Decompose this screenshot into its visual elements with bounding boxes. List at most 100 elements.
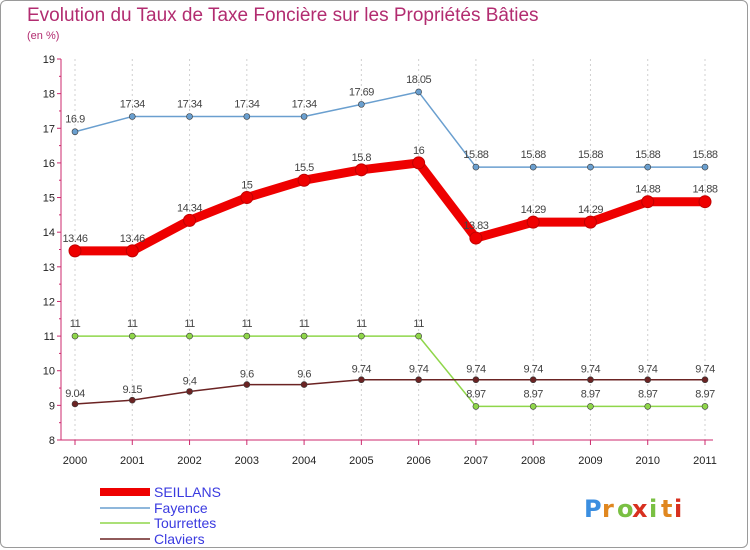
legend-label-tourrettes: Tourrettes <box>154 515 216 531</box>
data-point-claviers <box>701 376 709 384</box>
data-label-claviers: 9.74 <box>695 364 715 376</box>
data-label-tourrettes: 11 <box>242 318 253 330</box>
data-point-fayence <box>186 113 193 120</box>
data-point-seillans <box>526 215 540 229</box>
data-point-tourrettes <box>644 403 652 410</box>
unit-label: (en %) <box>27 30 60 42</box>
series-line-seillans <box>75 158 705 256</box>
data-point-claviers <box>529 376 537 384</box>
y-tick-label: 14 <box>43 227 55 239</box>
data-label-claviers: 9.74 <box>523 364 543 376</box>
data-label-tourrettes: 11 <box>299 318 310 330</box>
data-label-fayence: 16.9 <box>65 114 85 126</box>
y-tick-label: 8 <box>49 435 55 447</box>
x-tick-label: 2002 <box>177 455 201 467</box>
data-label-tourrettes: 11 <box>127 318 138 330</box>
data-point-claviers <box>300 381 308 388</box>
data-label-tourrettes: 11 <box>356 318 367 330</box>
data-label-fayence: 17.34 <box>234 98 259 110</box>
data-label-claviers: 9.6 <box>297 369 311 381</box>
data-point-seillans <box>240 191 254 205</box>
y-tick-label: 16 <box>43 158 55 170</box>
data-point-seillans <box>698 195 712 209</box>
data-label-claviers: 9.04 <box>65 388 85 400</box>
data-label-fayence: 15.88 <box>692 149 717 161</box>
x-tick-label: 2003 <box>235 455 259 467</box>
x-tick-label: 2007 <box>464 455 488 467</box>
x-tick-label: 2008 <box>521 455 545 467</box>
chart-title: Evolution du Taux de Taxe Foncière sur l… <box>27 5 539 26</box>
data-label-claviers: 9.74 <box>581 364 601 376</box>
y-tick-label: 12 <box>43 296 55 308</box>
data-label-tourrettes: 8.97 <box>695 388 715 400</box>
data-point-seillans <box>469 231 483 245</box>
data-point-fayence <box>71 128 79 136</box>
data-label-seillans: 13.46 <box>62 233 87 245</box>
data-point-seillans <box>354 163 368 177</box>
data-label-claviers: 9.74 <box>638 364 658 376</box>
data-label-seillans: 14.29 <box>521 204 546 216</box>
data-point-seillans <box>583 215 597 229</box>
data-label-claviers: 9.15 <box>123 384 143 396</box>
data-point-fayence <box>472 163 480 171</box>
data-label-fayence: 18.05 <box>406 74 431 86</box>
data-point-seillans <box>125 244 139 258</box>
data-point-fayence <box>128 113 136 120</box>
data-point-claviers <box>358 376 365 384</box>
data-point-seillans <box>641 195 655 209</box>
data-label-seillans: 16 <box>413 145 425 157</box>
series-line-claviers <box>74 378 705 405</box>
data-point-claviers <box>71 400 79 408</box>
data-point-seillans <box>297 173 311 187</box>
data-label-seillans: 14.88 <box>635 184 660 196</box>
data-label-seillans: 13.46 <box>120 233 145 245</box>
data-label-fayence: 17.69 <box>349 86 374 98</box>
data-point-tourrettes <box>358 332 365 340</box>
data-point-tourrettes <box>529 403 537 410</box>
y-tick-label: 11 <box>44 331 55 343</box>
data-point-fayence <box>587 163 594 171</box>
data-label-tourrettes: 8.97 <box>581 388 601 400</box>
data-point-fayence <box>358 101 365 108</box>
brand-logo-letter: i <box>674 495 682 523</box>
y-tick-label: 19 <box>43 54 55 66</box>
data-point-fayence <box>243 113 251 120</box>
data-point-claviers <box>644 376 652 384</box>
data-point-fayence <box>701 163 709 171</box>
data-point-tourrettes <box>71 332 79 340</box>
x-tick-label: 2005 <box>349 455 373 467</box>
legend-label-claviers: Claviers <box>154 531 205 547</box>
data-label-fayence: 15.88 <box>578 149 603 161</box>
y-tick-label: 17 <box>43 123 55 135</box>
x-tick-label: 2011 <box>693 455 717 467</box>
y-tick-label: 15 <box>43 193 55 205</box>
data-label-claviers: 9.4 <box>183 376 197 388</box>
y-tick-label: 18 <box>43 89 55 101</box>
series-line-fayence <box>74 91 705 168</box>
data-label-fayence: 17.34 <box>120 98 145 110</box>
brand-logo-letter: i <box>649 495 657 523</box>
series-line-tourrettes <box>75 335 705 408</box>
data-label-tourrettes: 8.97 <box>466 388 486 400</box>
data-point-claviers <box>186 388 193 395</box>
data-point-tourrettes <box>186 332 193 340</box>
data-label-claviers: 9.74 <box>466 364 486 376</box>
x-tick-label: 2004 <box>292 455 316 467</box>
data-label-fayence: 15.88 <box>463 149 488 161</box>
data-point-claviers <box>415 376 422 384</box>
data-label-tourrettes: 8.97 <box>523 388 543 400</box>
y-tick-label: 10 <box>43 366 55 378</box>
data-label-seillans: 14.29 <box>578 204 603 216</box>
data-point-seillans <box>412 156 426 170</box>
data-point-fayence <box>644 163 652 171</box>
brand-logo-letter: t <box>661 495 672 523</box>
x-tick-label: 2006 <box>406 455 430 467</box>
data-point-claviers <box>128 396 136 404</box>
data-point-tourrettes <box>701 403 709 410</box>
data-label-fayence: 17.34 <box>292 98 317 110</box>
data-label-tourrettes: 11 <box>413 318 424 330</box>
data-label-claviers: 9.6 <box>240 369 254 381</box>
data-point-claviers <box>587 376 594 384</box>
y-tick-label: 9 <box>49 400 55 412</box>
